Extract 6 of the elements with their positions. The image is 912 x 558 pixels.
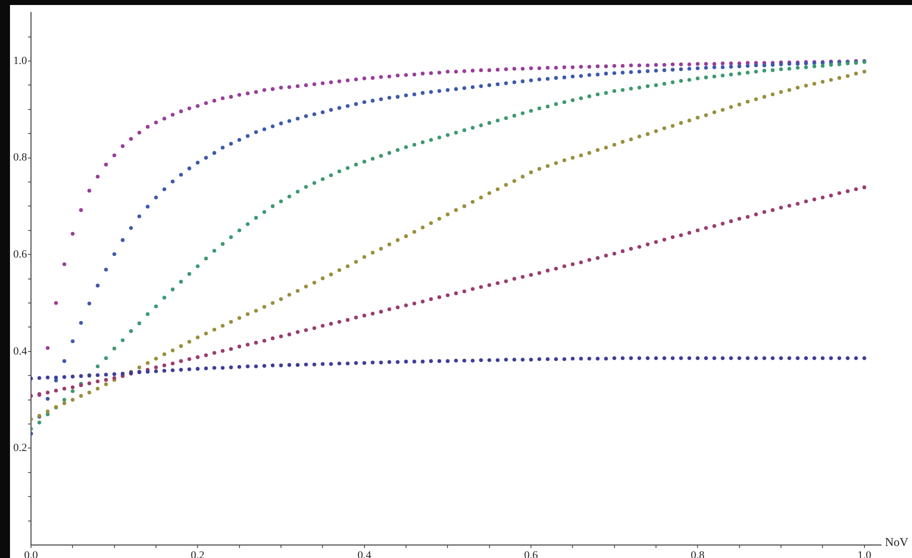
y-tick-label: 0.6 [13, 248, 28, 260]
y-tick-label: 0.8 [13, 152, 28, 164]
y-tick-label: 0.2 [13, 442, 27, 454]
x-axis-title: NoV [885, 535, 909, 550]
y-tick-label: 1.0 [13, 54, 28, 67]
y-tick-label: 0.4 [13, 345, 28, 358]
